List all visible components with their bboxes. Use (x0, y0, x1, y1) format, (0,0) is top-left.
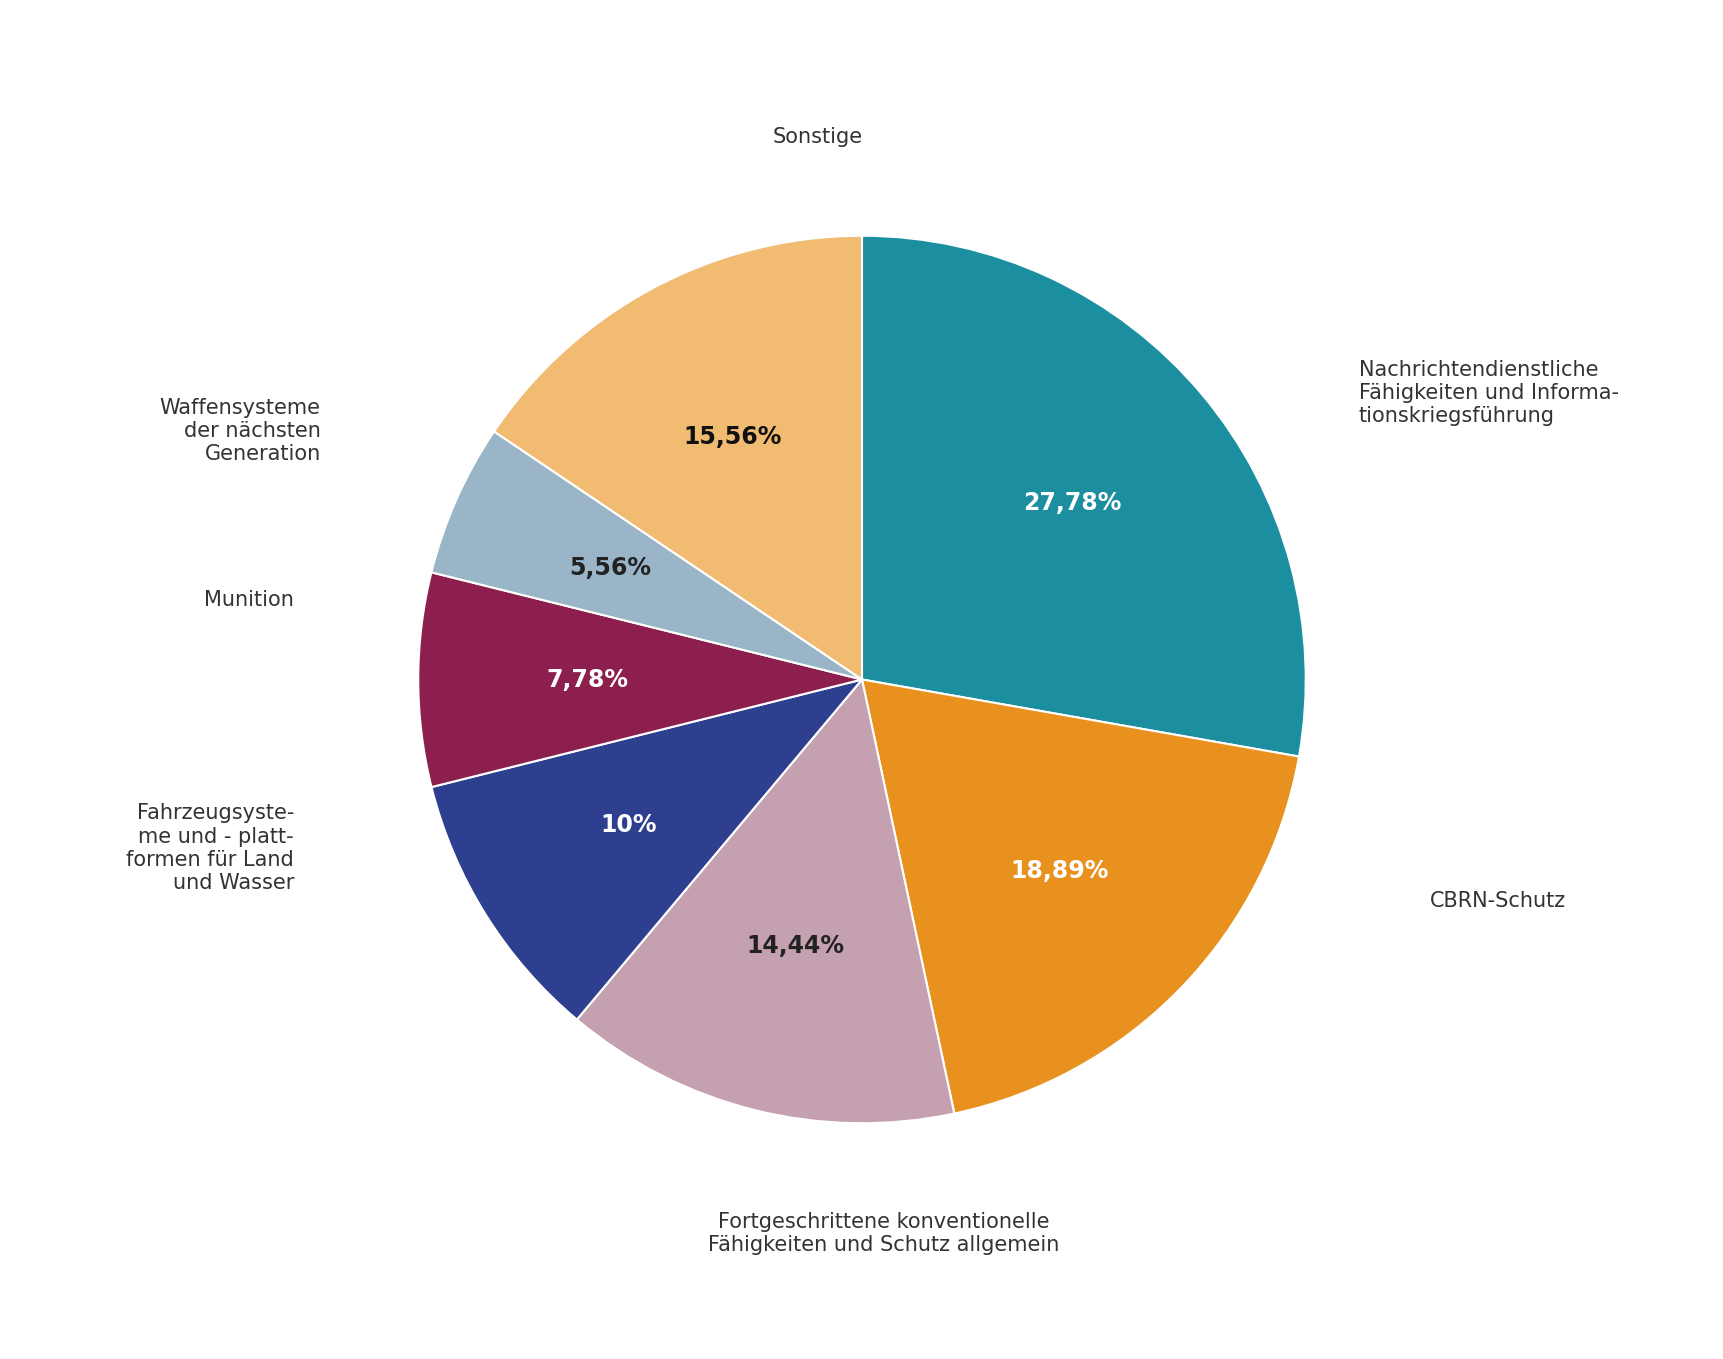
Text: Nachrichtendienstliche
Fähigkeiten und Informa-
tionskriegsführung: Nachrichtendienstliche Fähigkeiten und I… (1358, 360, 1618, 427)
Text: 10%: 10% (600, 814, 656, 837)
Text: 27,78%: 27,78% (1023, 491, 1122, 515)
Wedge shape (431, 431, 862, 680)
Text: 7,78%: 7,78% (546, 667, 627, 692)
Text: Fortgeschrittene konventionelle
Fähigkeiten und Schutz allgemein: Fortgeschrittene konventionelle Fähigkei… (708, 1212, 1060, 1256)
Wedge shape (862, 235, 1304, 757)
Text: Waffensysteme
der nächsten
Generation: Waffensysteme der nächsten Generation (160, 398, 320, 465)
Wedge shape (495, 235, 862, 680)
Text: 5,56%: 5,56% (569, 556, 651, 580)
Text: CBRN-Schutz: CBRN-Schutz (1428, 892, 1564, 912)
Wedge shape (419, 572, 862, 787)
Wedge shape (862, 680, 1297, 1113)
Text: Sonstige: Sonstige (772, 126, 862, 147)
Text: 15,56%: 15,56% (684, 424, 782, 448)
Text: 18,89%: 18,89% (1010, 859, 1108, 882)
Wedge shape (577, 680, 955, 1124)
Wedge shape (431, 680, 862, 1019)
Text: Fahrzeugsyste-
me und - platt-
formen für Land
und Wasser: Fahrzeugsyste- me und - platt- formen fü… (126, 803, 295, 893)
Text: 14,44%: 14,44% (746, 935, 844, 958)
Text: Munition: Munition (203, 590, 295, 610)
